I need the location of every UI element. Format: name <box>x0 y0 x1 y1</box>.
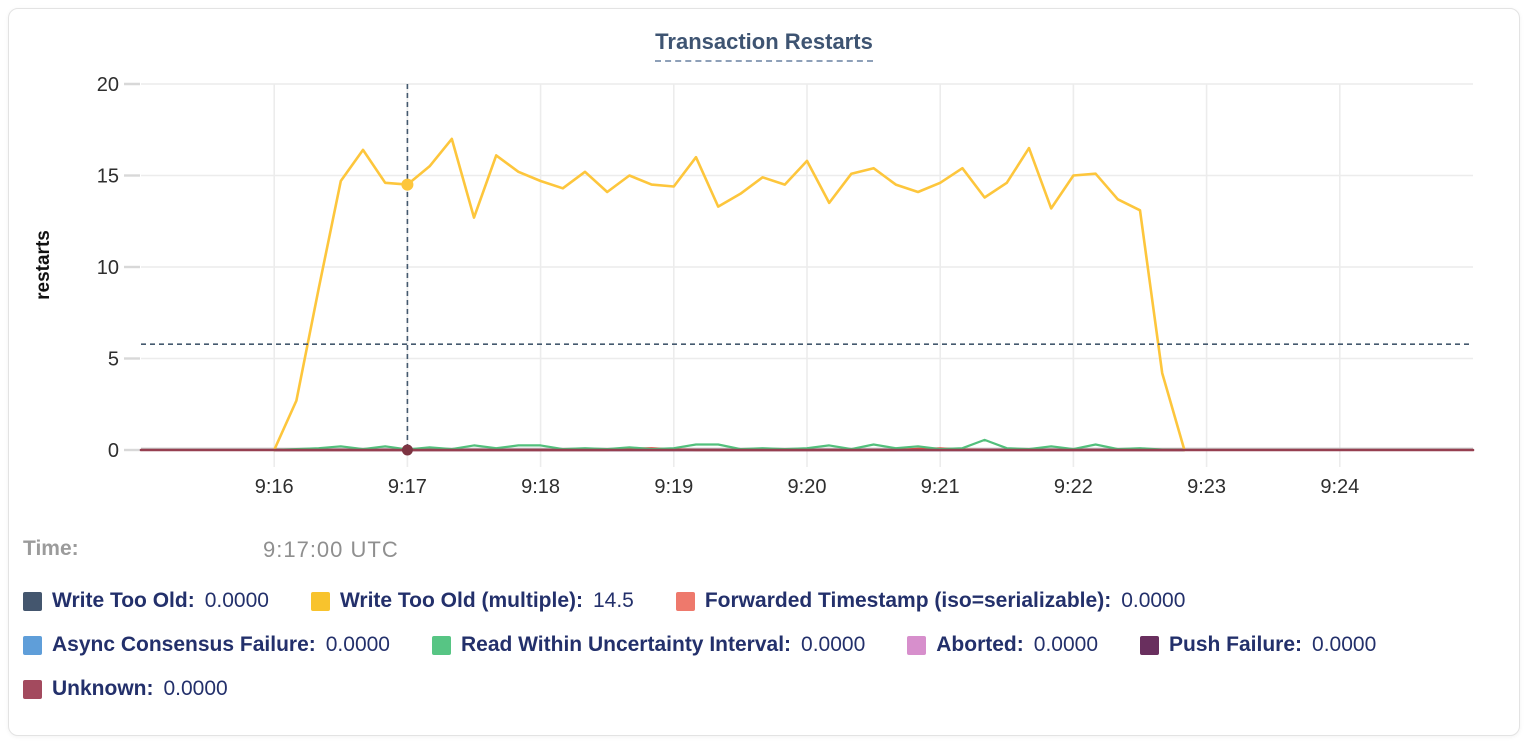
legend-item-aborted: Aborted: 0.0000 <box>907 633 1098 657</box>
x-axis-tick-label: 9:24 <box>1320 476 1359 498</box>
legend-item-async-consensus-failure: Async Consensus Failure: 0.0000 <box>23 633 390 657</box>
transaction-restarts-chart[interactable]: 9:16 9:17 9:18 9:19 9:20 9:21 9:22 9:23 9:24 0 5 10… <box>9 9 1519 517</box>
y-axis-tick-label: 10 <box>97 257 119 279</box>
hover-dot-unknown <box>401 444 413 456</box>
hover-dot-write-too-old-multiple <box>401 178 414 191</box>
legend-value: 0.0000 <box>1121 589 1186 612</box>
legend-row: Unknown: 0.0000 <box>23 677 1499 701</box>
legend-value: 14.5 <box>592 589 634 612</box>
legend-value: 0.0000 <box>1312 633 1377 656</box>
legend-label: Async Consensus Failure: <box>52 633 316 656</box>
chart-title-wrap: Transaction Restarts <box>9 29 1519 62</box>
y-axis-title: restarts <box>33 230 54 300</box>
x-axis-tick-label: 9:18 <box>521 476 560 498</box>
legend-value: 0.0000 <box>801 633 866 656</box>
legend-label: Forwarded Timestamp (iso=serializable): <box>704 589 1112 612</box>
y-axis-tick-label: 0 <box>108 440 119 462</box>
y-axis-tick-label: 15 <box>97 166 119 188</box>
legend-label: Write Too Old: <box>52 589 195 612</box>
legend-value: 0.0000 <box>1033 633 1098 656</box>
x-axis-tick-label: 9:22 <box>1054 476 1093 498</box>
legend-swatch-aborted <box>907 635 927 655</box>
legend-row: Write Too Old: 0.0000 Write Too Old (multi… <box>23 589 1499 613</box>
x-axis-tick-label: 9:21 <box>921 476 960 498</box>
legend-item-write-too-old: Write Too Old: 0.0000 <box>23 589 269 613</box>
legend-label: Push Failure: <box>1169 633 1303 656</box>
x-axis-tick-label: 9:20 <box>788 476 827 498</box>
legend-swatch-write-too-old <box>23 591 42 611</box>
legend-swatch-forwarded-timestamp-iso-serializable <box>675 591 695 611</box>
x-axis-tick-label: 9:17 <box>388 476 427 498</box>
legend-label: Read Within Uncertainty Interval: <box>460 633 792 656</box>
tooltip-time-row: Time: 9:17:00 UTC <box>23 537 723 563</box>
y-axis-tick-label: 5 <box>108 349 119 371</box>
legend-label: Write Too Old (multiple): <box>339 589 583 612</box>
legend-swatch-unknown <box>23 679 42 699</box>
legend-swatch-async-consensus-failure <box>23 635 42 655</box>
legend-swatch-write-too-old-multiple <box>310 591 330 611</box>
chart-title[interactable]: Transaction Restarts <box>655 29 873 62</box>
legend-item-write-too-old-multiple: Write Too Old (multiple): 14.5 <box>310 589 634 613</box>
legend-swatch-read-within-uncertainty-interval <box>431 635 451 655</box>
legend-value: 0.0000 <box>204 589 269 612</box>
legend-item-read-within-uncertainty-interval: Read Within Uncertainty Interval: 0.0000 <box>431 633 866 657</box>
x-axis-tick-label: 9:19 <box>654 476 693 498</box>
tooltip-time-label: Time: <box>23 537 79 560</box>
legend-label: Aborted: <box>936 633 1024 656</box>
y-axis-tick-label: 20 <box>97 74 119 96</box>
legend-item-forwarded-timestamp-iso-serializable: Forwarded Timestamp (iso=serializable): 0… <box>675 589 1186 613</box>
legend-value: 0.0000 <box>163 677 228 700</box>
chart-card: Transaction Restarts 9:16 9:17 9:18 9:19 9:2… <box>8 8 1520 736</box>
chart-legend: Write Too Old: 0.0000 Write Too Old (multi… <box>23 589 1499 721</box>
legend-swatch-push-failure <box>1140 635 1159 655</box>
legend-row: Async Consensus Failure: 0.0000 Read Withi… <box>23 633 1499 657</box>
legend-value: 0.0000 <box>325 633 390 656</box>
x-axis-tick-label: 9:23 <box>1187 476 1226 498</box>
tooltip-time-value: 9:17:00 UTC <box>263 537 399 562</box>
x-axis-tick-label: 9:16 <box>255 476 294 498</box>
legend-item-unknown: Unknown: 0.0000 <box>23 677 228 701</box>
series-line-read-within-uncertainty-interval <box>273 438 1186 452</box>
series-line-write-too-old-multiple <box>272 137 1186 452</box>
legend-label: Unknown: <box>52 677 154 700</box>
legend-item-push-failure: Push Failure: 0.0000 <box>1140 633 1376 657</box>
